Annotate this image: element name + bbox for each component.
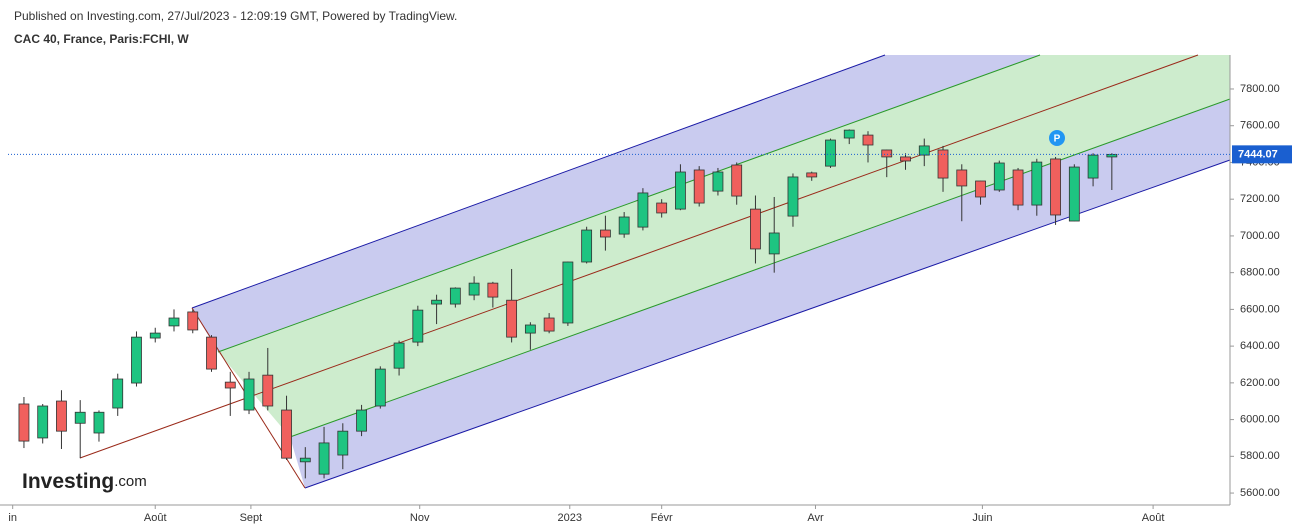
candle-body bbox=[262, 374, 274, 407]
y-tick-label: 6800.00 bbox=[1240, 267, 1280, 279]
candle-body bbox=[975, 180, 986, 198]
candle-body bbox=[393, 342, 405, 369]
candle-body bbox=[337, 430, 349, 456]
y-tick-label: 5600.00 bbox=[1240, 487, 1280, 499]
candle-body bbox=[431, 299, 442, 305]
logo: Investing.com bbox=[22, 470, 147, 493]
y-tick-label: 6600.00 bbox=[1240, 303, 1280, 315]
candle-body bbox=[750, 208, 761, 250]
candle-body bbox=[581, 229, 593, 263]
x-tick-label: Juin bbox=[972, 512, 992, 524]
candle-body bbox=[637, 192, 649, 228]
candle-body bbox=[318, 442, 330, 475]
y-tick-label: 7800.00 bbox=[1240, 83, 1280, 95]
y-tick-label: 7200.00 bbox=[1240, 193, 1280, 205]
candle-body bbox=[524, 324, 536, 334]
candle-body bbox=[168, 317, 180, 327]
published: Published on Investing.com, 27/Jul/2023 … bbox=[14, 9, 457, 23]
candle-body bbox=[787, 176, 799, 217]
y-tick-label: 6400.00 bbox=[1240, 340, 1280, 352]
upper-line bbox=[191, 54, 886, 309]
candle-body bbox=[543, 317, 555, 332]
marker-label[interactable]: P bbox=[1054, 134, 1061, 145]
middle-band bbox=[218, 55, 1230, 437]
y-tick-label: 7600.00 bbox=[1240, 120, 1280, 132]
y-tick-label: 6000.00 bbox=[1240, 413, 1280, 425]
candle-body bbox=[356, 409, 367, 432]
candle-body bbox=[281, 409, 292, 459]
candle-body bbox=[468, 282, 480, 296]
candle-body bbox=[675, 171, 686, 210]
candle-body bbox=[843, 129, 855, 139]
candle-body bbox=[37, 405, 49, 439]
x-tick-label: Avr bbox=[807, 512, 824, 524]
candle-body bbox=[918, 145, 930, 156]
candle-body bbox=[731, 164, 743, 197]
candle-body bbox=[956, 169, 968, 187]
candle-body bbox=[224, 381, 236, 389]
x-tick-label: Févr bbox=[651, 512, 673, 524]
candle-body bbox=[74, 411, 86, 424]
y-tick-label: 7000.00 bbox=[1240, 230, 1280, 242]
candle-body bbox=[1068, 166, 1080, 222]
candle-body bbox=[149, 332, 161, 339]
candle-body bbox=[18, 403, 30, 442]
candle-body bbox=[112, 378, 124, 409]
last-price-box bbox=[1232, 145, 1292, 164]
candle-body bbox=[825, 139, 836, 167]
candle-body bbox=[1031, 161, 1043, 206]
candle-body bbox=[1050, 158, 1061, 216]
candle-body bbox=[243, 378, 255, 411]
pitchfork bbox=[79, 54, 1231, 489]
marker-icon[interactable] bbox=[1049, 130, 1065, 146]
logo-suffix: .com bbox=[114, 473, 147, 490]
x-tick-label: Août bbox=[144, 512, 167, 524]
candle-body bbox=[374, 368, 386, 407]
candle-body bbox=[900, 156, 911, 162]
candle-body bbox=[881, 149, 893, 158]
y-tick-label: 6200.00 bbox=[1240, 377, 1280, 389]
y-tick-label: 5800.00 bbox=[1240, 450, 1280, 462]
candle-body bbox=[506, 299, 518, 338]
candle-body bbox=[712, 171, 724, 192]
x-tick-label: 2023 bbox=[558, 512, 582, 524]
candle-body bbox=[618, 216, 630, 235]
candle-body bbox=[656, 202, 668, 214]
candle-body bbox=[1106, 153, 1118, 158]
symbol: CAC 40, France, Paris:FCHI, W bbox=[14, 32, 189, 46]
candle-body bbox=[449, 287, 461, 305]
candle-body bbox=[131, 336, 142, 384]
x-tick-label: Sept bbox=[240, 512, 263, 524]
candle-body bbox=[206, 336, 217, 370]
candle-body bbox=[299, 457, 311, 463]
candle-body bbox=[412, 309, 424, 343]
last-price-label: 7444.07 bbox=[1238, 148, 1278, 160]
candle-body bbox=[1012, 169, 1024, 206]
candle-body bbox=[768, 232, 780, 255]
logo-brand: Investing bbox=[22, 470, 114, 493]
x-tick-label: in bbox=[8, 512, 17, 524]
candle-body bbox=[562, 261, 574, 324]
candle-body bbox=[600, 229, 611, 238]
candle-body bbox=[862, 134, 874, 146]
upper-inner-line bbox=[217, 54, 1041, 353]
candle-body bbox=[187, 311, 199, 331]
candle-body bbox=[937, 149, 949, 179]
x-tick-label: Nov bbox=[410, 512, 430, 524]
lower-inner-line bbox=[289, 98, 1231, 438]
x-tick-label: Août bbox=[1142, 512, 1165, 524]
candle-body bbox=[1087, 154, 1099, 179]
candle-body bbox=[993, 162, 1005, 191]
lower-band bbox=[290, 99, 1230, 488]
candle-body bbox=[56, 400, 67, 432]
upper-band bbox=[192, 55, 1040, 352]
candle-body bbox=[93, 411, 105, 434]
candle-body bbox=[693, 169, 705, 204]
candle-body bbox=[806, 172, 818, 178]
candle-body bbox=[487, 282, 499, 298]
